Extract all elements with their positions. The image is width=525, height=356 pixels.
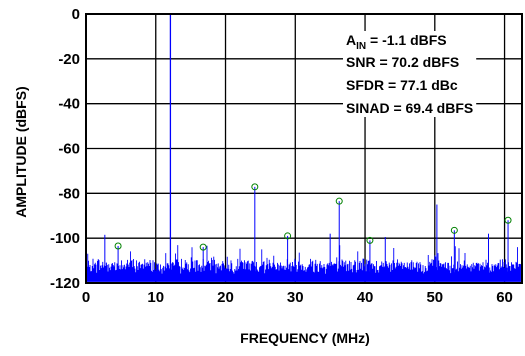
harmonic-marker <box>366 236 374 244</box>
snr-annotation: SNR = 70.2 dBFS <box>346 54 459 70</box>
harmonic-marker <box>114 242 122 250</box>
x-tick-label: 30 <box>287 289 304 306</box>
y-tick-label: -120 <box>50 275 80 292</box>
annotation-background <box>343 31 477 117</box>
harmonic-marker <box>504 216 512 224</box>
ain-annotation: AIN = -1.1 dBFS <box>346 32 447 52</box>
harmonic-markers <box>114 183 512 251</box>
x-tick-label: 40 <box>357 289 374 306</box>
y-tick-label: -40 <box>58 96 80 113</box>
x-tick-label: 50 <box>426 289 443 306</box>
y-tick-label: -20 <box>58 51 80 68</box>
tick-labels: 0 10 20 30 40 50 60 0 -20 -40 -60 -80 -100 -120 <box>50 6 513 306</box>
plot-frame <box>85 13 523 284</box>
sfdr-annotation: SFDR = 77.1 dBc <box>346 77 458 93</box>
x-tick-label: 20 <box>217 289 234 306</box>
y-tick-label: -100 <box>50 230 80 247</box>
y-tick-label: 0 <box>72 6 80 23</box>
sinad-annotation: SINAD = 69.4 dBFS <box>346 100 473 116</box>
y-tick-label: -80 <box>58 185 80 202</box>
harmonic-marker <box>450 226 458 234</box>
harmonic-marker <box>335 197 343 205</box>
y-tick-label: -60 <box>58 141 80 158</box>
x-tick-label: 10 <box>147 289 164 306</box>
harmonic-marker <box>251 183 259 191</box>
x-tick-label: 60 <box>496 289 513 306</box>
noise-floor <box>86 245 521 282</box>
x-axis-label: FREQUENCY (MHz) <box>240 330 370 346</box>
annotation-box: AIN = -1.1 dBFS SNR = 70.2 dBFS SFDR = 7… <box>343 31 477 117</box>
y-axis-label: AMPLITUDE (dBFS) <box>13 86 29 217</box>
harmonic-marker <box>284 232 292 240</box>
harmonic-marker <box>199 243 207 251</box>
grid <box>86 14 522 283</box>
x-tick-label: 0 <box>82 289 90 306</box>
